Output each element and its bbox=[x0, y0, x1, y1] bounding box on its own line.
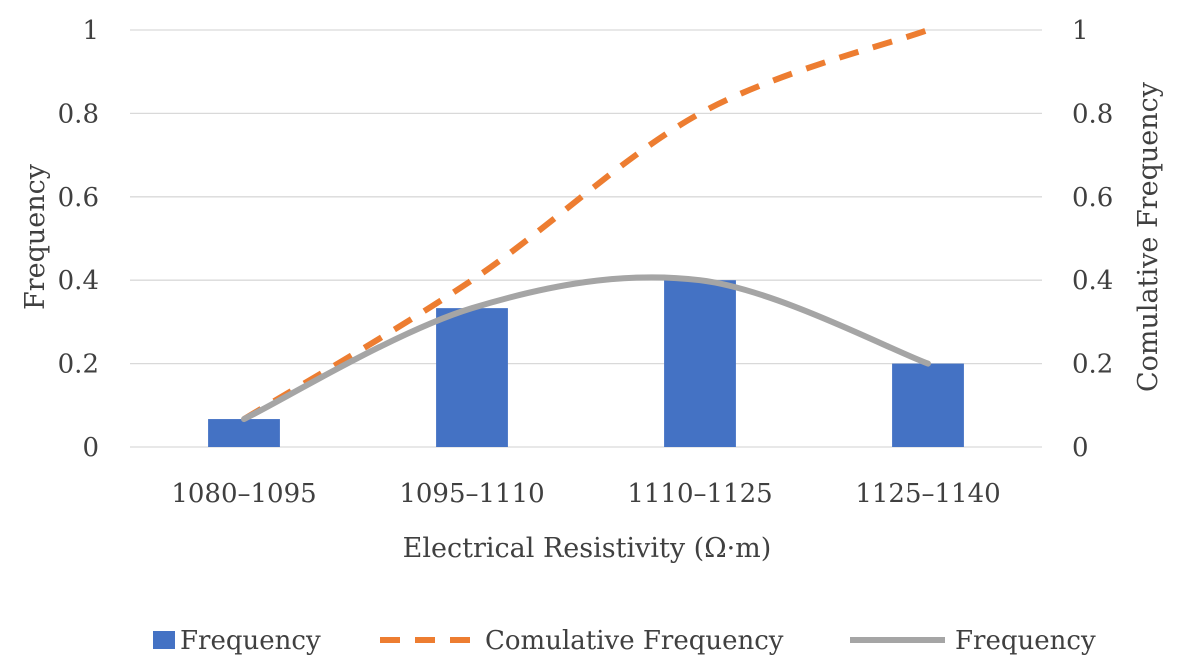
y-tick-label: 1 bbox=[82, 16, 99, 46]
y-tick-label: 0.6 bbox=[58, 183, 99, 213]
y2-tick-label: 0.2 bbox=[1072, 350, 1113, 380]
x-tick-label: 1125–1140 bbox=[855, 479, 1000, 509]
y2-axis-ticks: 0 0.2 0.4 0.6 0.8 1 bbox=[1072, 16, 1113, 463]
y2-tick-label: 1 bbox=[1072, 16, 1089, 46]
y2-tick-label: 0.6 bbox=[1072, 183, 1113, 213]
y-tick-label: 0.8 bbox=[58, 99, 99, 129]
bar-series bbox=[208, 280, 964, 447]
legend-label: Comulative Frequency bbox=[485, 626, 784, 656]
x-axis-ticks: 1080–1095 1095–1110 1110–1125 1125–1140 bbox=[171, 479, 1000, 509]
x-tick-label: 1095–1110 bbox=[399, 479, 544, 509]
y-tick-label: 0.4 bbox=[58, 266, 99, 296]
bar bbox=[436, 308, 508, 447]
bar bbox=[664, 280, 736, 447]
x-tick-label: 1110–1125 bbox=[627, 479, 772, 509]
y-tick-label: 0.2 bbox=[58, 350, 99, 380]
x-tick-label: 1080–1095 bbox=[171, 479, 316, 509]
y-axis-ticks: 0 0.2 0.4 0.6 0.8 1 bbox=[58, 16, 99, 463]
frequency-curve bbox=[241, 274, 931, 423]
x-axis-title: Electrical Resistivity (Ω·m) bbox=[403, 533, 772, 564]
line-series bbox=[241, 27, 931, 423]
y2-axis-title: Comulative Frequency bbox=[1133, 81, 1164, 392]
y2-tick-label: 0 bbox=[1072, 433, 1089, 463]
y-tick-label: 0 bbox=[82, 433, 99, 463]
y-axis-title: Frequency bbox=[20, 163, 51, 310]
bar bbox=[892, 363, 964, 447]
legend-swatch-bar bbox=[153, 631, 175, 649]
y2-tick-label: 0.8 bbox=[1072, 99, 1113, 129]
cumulative-frequency-line bbox=[242, 27, 930, 422]
legend: Frequency Comulative Frequency Frequency bbox=[153, 626, 1096, 656]
legend-label: Frequency bbox=[955, 626, 1096, 656]
y2-tick-label: 0.4 bbox=[1072, 266, 1113, 296]
legend-label: Frequency bbox=[180, 626, 321, 656]
bar bbox=[208, 419, 280, 447]
